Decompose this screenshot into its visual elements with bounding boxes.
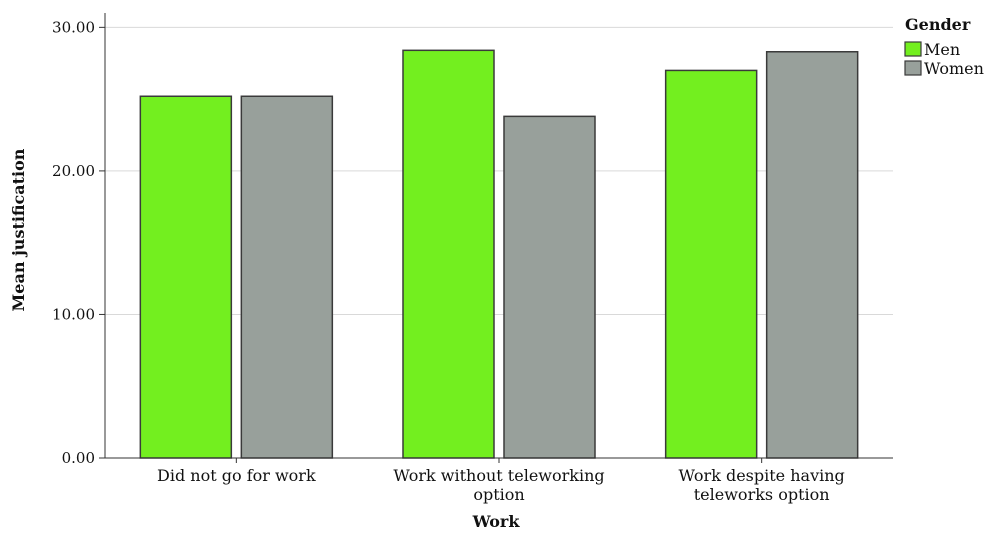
bar-men-2	[402, 49, 495, 459]
legend-title: Gender	[905, 15, 971, 34]
x-axis-title: Work	[472, 512, 521, 531]
x-tick-label: Work without teleworking option	[393, 466, 604, 504]
x-tick-label: Work despite having teleworks option	[679, 466, 845, 504]
x-tick-label: Did not go for work	[157, 466, 316, 485]
y-tick-label: 20.00	[52, 162, 95, 180]
y-tick-labels: 0.00 10.00 20.00 30.00	[52, 18, 95, 467]
bar-men-3	[664, 69, 758, 459]
axis-layer	[99, 13, 893, 463]
y-axis-title: Mean justification	[9, 148, 28, 311]
legend-swatch-women	[904, 60, 922, 76]
y-tick-label: 30.00	[52, 18, 95, 36]
legend-swatch-men	[904, 41, 922, 57]
bar-women-3	[765, 51, 859, 459]
grid-layer	[105, 26, 893, 315]
bar-women-2	[503, 115, 596, 459]
bar-women-1	[240, 95, 334, 459]
bar-men-1	[139, 95, 233, 459]
y-tick-label: 10.00	[52, 305, 95, 323]
legend-label-women: Women	[924, 59, 984, 78]
legend-label-men: Men	[924, 40, 960, 59]
bar-layer	[139, 49, 859, 459]
y-tick-label: 0.00	[62, 449, 95, 467]
x-tick-labels: Did not go for work Work without telework…	[157, 466, 845, 504]
